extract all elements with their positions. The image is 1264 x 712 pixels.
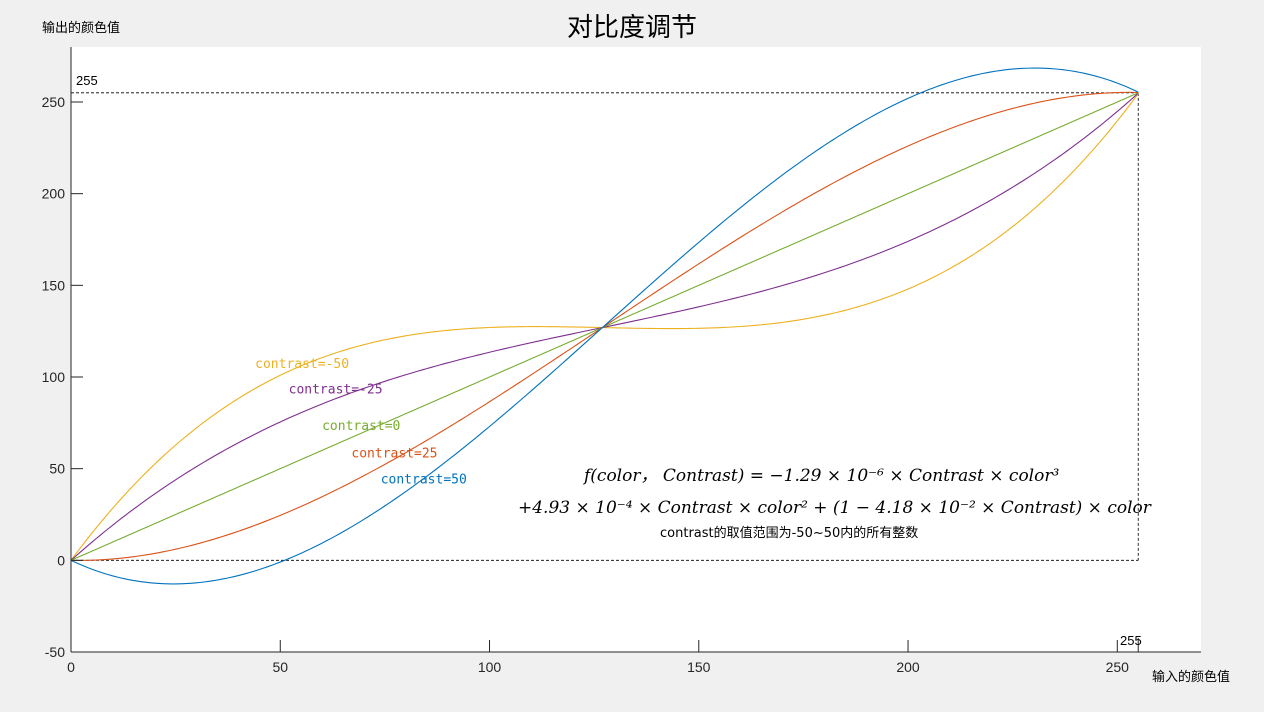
formula-line-1: f(color， Contrast) = −1.29 × 10⁻⁶ × Cont… — [582, 466, 1059, 486]
x-tick-label: 250 — [1106, 659, 1130, 675]
y-tick-label: -50 — [45, 644, 65, 660]
series-label: contrast=50 — [381, 472, 467, 487]
plot-area — [71, 47, 1201, 652]
x-tick-label: 0 — [67, 659, 75, 675]
y-tick-label: 0 — [57, 552, 65, 568]
ref-x-label: 255 — [1120, 633, 1142, 648]
formula-box — [512, 460, 1108, 554]
x-axis-title: 输入的颜色值 — [1152, 669, 1230, 685]
x-tick-label: 200 — [896, 659, 920, 675]
reference-lines — [71, 92, 1139, 652]
y-axis-title: 输出的颜色值 — [42, 20, 120, 36]
axes — [70, 47, 1201, 653]
series-label: contrast=25 — [351, 447, 437, 462]
chart-title: 对比度调节 — [567, 13, 697, 43]
formula-line-2: +4.93 × 10⁻⁴ × Contrast × color² + (1 − … — [518, 498, 1152, 518]
curve-labels: contrast=-50 contrast=-25 contrast=0 contra… — [255, 357, 467, 488]
curves — [70, 67, 1139, 585]
x-tick-label: 50 — [272, 659, 288, 675]
x-tick-label: 100 — [478, 659, 502, 675]
ref-y-label: 255 — [76, 73, 98, 88]
y-tick-label: 150 — [42, 277, 66, 293]
x-tick-label: 150 — [687, 659, 711, 675]
x-ticks: 0 50 100 150 200 250 — [67, 640, 1129, 675]
series-label: contrast=-25 — [289, 383, 383, 398]
y-tick-label: 250 — [42, 94, 66, 110]
y-tick-label: 200 — [42, 186, 66, 202]
y-tick-label: 50 — [49, 461, 65, 477]
y-ticks: -50 0 50 100 150 200 250 — [42, 94, 83, 660]
formula-note: contrast的取值范围为-50~50内的所有整数 — [660, 525, 918, 541]
curve-contrast-50 — [70, 67, 1139, 585]
series-label: contrast=0 — [322, 419, 400, 434]
y-tick-label: 100 — [42, 369, 66, 385]
series-label: contrast=-50 — [255, 357, 349, 372]
